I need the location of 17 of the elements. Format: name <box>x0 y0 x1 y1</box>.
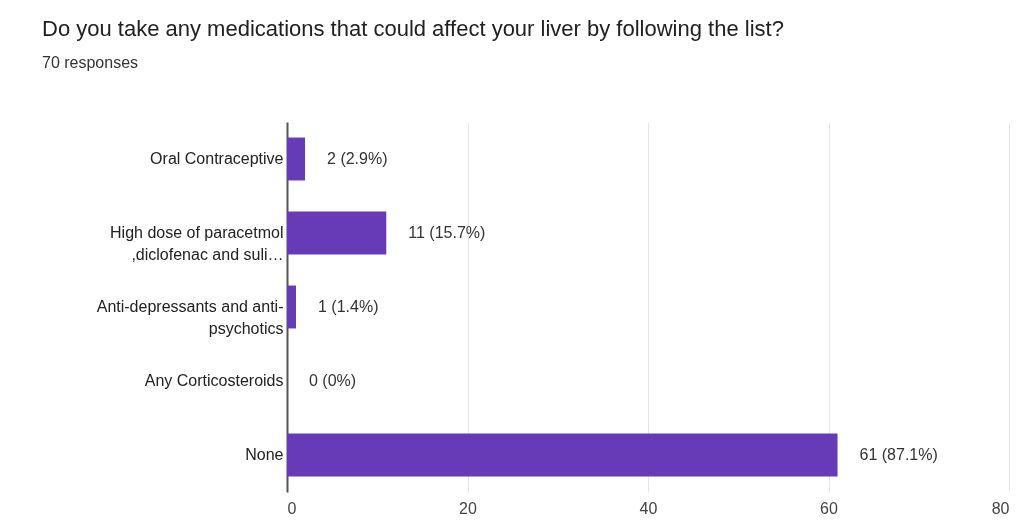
x-tick-label: 20 <box>459 499 477 517</box>
data-label: 0 (0%) <box>309 372 357 389</box>
text: 70 responses <box>42 54 139 71</box>
y-tick-label: High dose of paracetmol ,diclofenac and suli… <box>110 224 284 263</box>
chart-title: Do you take any medications that could affect your liver by following the list? <box>42 16 784 41</box>
x-tick-label: 80 <box>991 499 1010 517</box>
data-label: 61 (87.1%) <box>859 446 938 463</box>
x-tick-label: 40 <box>639 499 658 517</box>
data-label: 2 (2.9%) <box>327 150 388 167</box>
x-tick-label: 60 <box>820 499 838 517</box>
data-label: 1 (1.4%) <box>318 298 379 315</box>
data-label: 11 (15.7%) <box>408 224 486 241</box>
y-tick-label: None <box>245 446 284 463</box>
y-tick-label: Any Corticosteroids <box>144 372 284 389</box>
y-tick-label: Oral Contraceptive <box>150 150 284 167</box>
y-tick-label: Anti-depressants and anti-psychotics <box>96 298 284 337</box>
x-tick-label: 0 <box>287 499 297 517</box>
